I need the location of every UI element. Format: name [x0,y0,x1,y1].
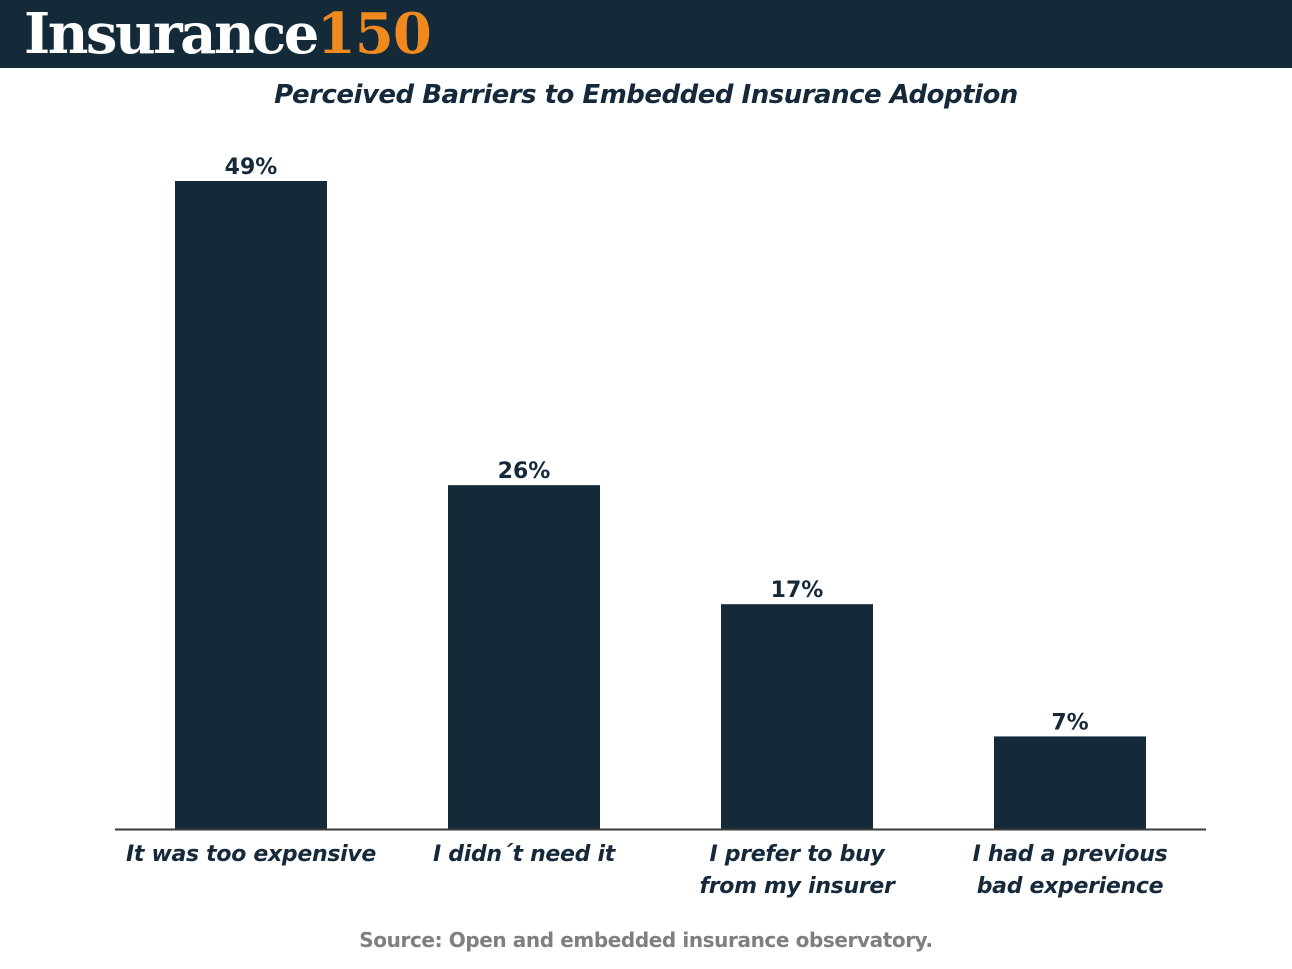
data-label-1: 49% [225,155,278,180]
category-label-2-line-1: I didn´t need it [433,842,617,867]
category-label-4-line-2: bad experience [977,874,1164,899]
category-label-1-line-1: It was too expensive [126,842,376,867]
source-note: Source: Open and embedded insurance obse… [359,928,933,952]
brand-logo: Insurance150 [24,1,432,67]
logo-number: 150 [316,1,432,67]
data-label-2: 26% [498,459,551,484]
category-label-3-line-1: I prefer to buy [710,842,887,867]
data-label-3: 17% [771,578,824,603]
category-label-4-line-1: I had a previous [973,842,1168,867]
bar-2 [448,485,600,829]
data-label-4: 7% [1051,710,1088,735]
header-bar: Insurance150 [0,0,1292,68]
logo-word: Insurance [24,1,319,67]
bar-4 [994,736,1146,829]
bar-1 [175,181,327,829]
chart-title: Perceived Barriers to Embedded Insurance… [274,80,1018,110]
category-label-3-line-2: from my insurer [699,874,896,899]
bar-3 [721,604,873,829]
